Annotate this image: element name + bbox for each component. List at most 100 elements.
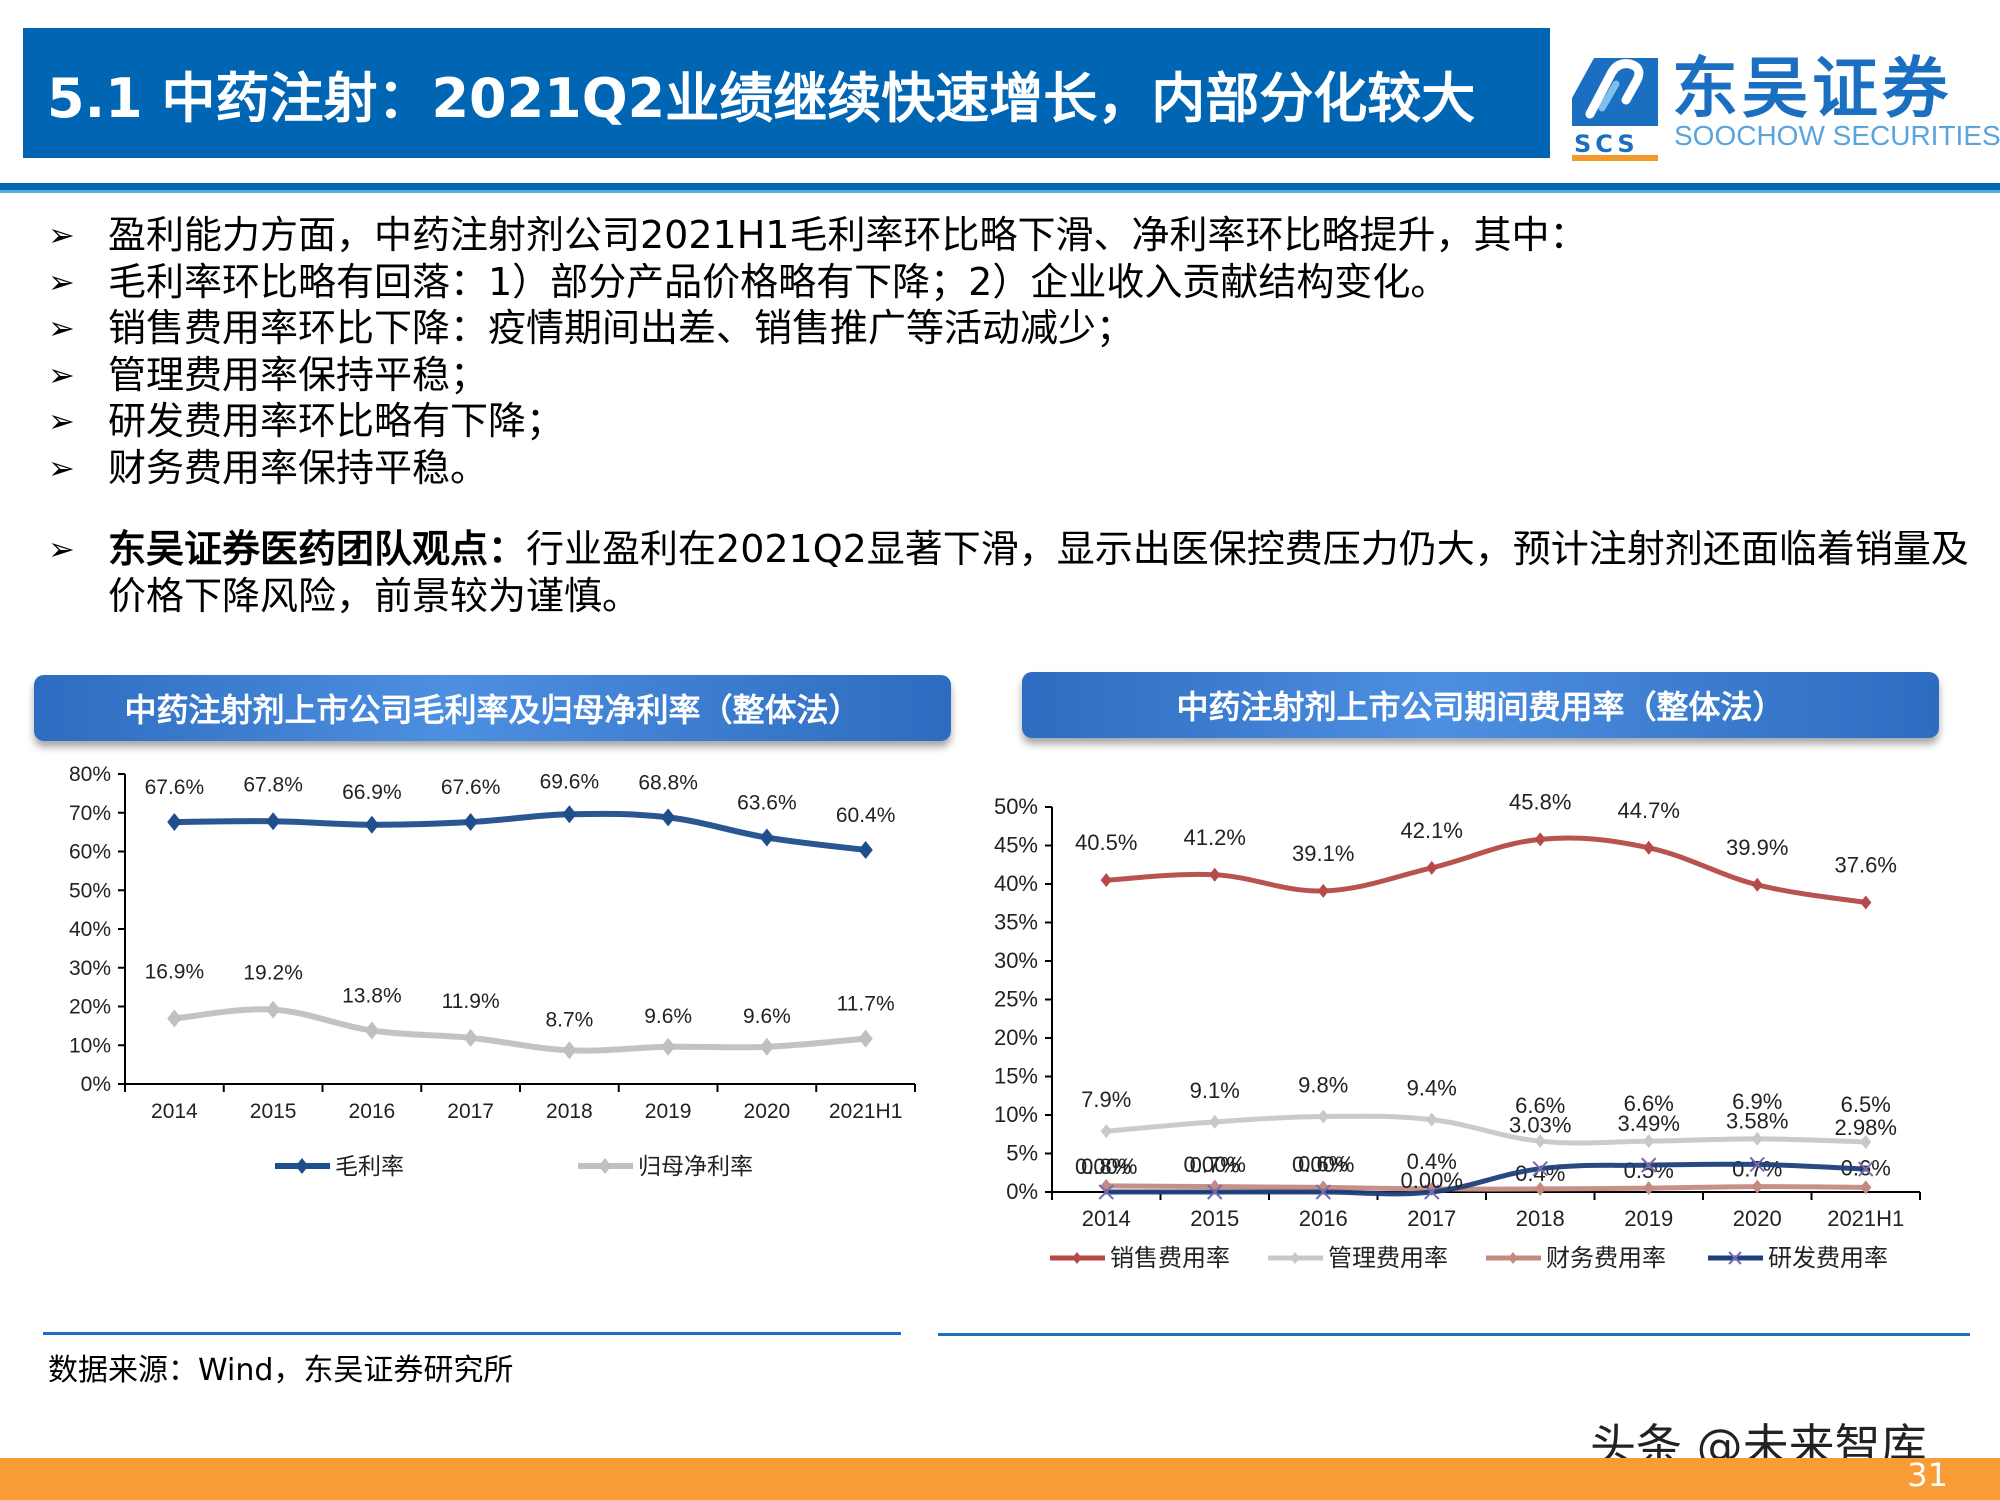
svg-text:60%: 60% xyxy=(69,841,111,864)
right-chart-header: 中药注射剂上市公司期间费用率（整体法） xyxy=(1022,672,1939,738)
svg-text:归母净利率: 归母净利率 xyxy=(638,1153,753,1179)
svg-text:2018: 2018 xyxy=(1516,1206,1565,1231)
svg-text:25%: 25% xyxy=(994,987,1038,1012)
source-divider-right xyxy=(938,1333,1970,1336)
logo-name-en: SOOCHOW SECURITIES xyxy=(1674,120,2000,151)
bullet-item: ➢ 毛利率环比略有回落：1）部分产品价格略有下降；2）企业收入贡献结构变化。 xyxy=(48,259,1978,306)
bullet-arrow-icon: ➢ xyxy=(48,448,75,487)
svg-text:11.9%: 11.9% xyxy=(442,990,500,1013)
svg-text:3.49%: 3.49% xyxy=(1618,1111,1680,1136)
bullet-arrow-icon: ➢ xyxy=(48,216,75,254)
svg-text:40.5%: 40.5% xyxy=(1075,830,1137,855)
bullet-item: ➢ 研发费用率环比略有下降； xyxy=(48,398,1978,445)
svg-text:67.8%: 67.8% xyxy=(243,773,303,796)
svg-text:2016: 2016 xyxy=(349,1100,396,1123)
svg-text:20%: 20% xyxy=(994,1025,1038,1050)
team-view-label: 东吴证券医药团队观点： xyxy=(108,527,527,571)
svg-text:2019: 2019 xyxy=(1624,1206,1673,1231)
soochow-logo: SCS 东吴证券 SOOCHOW SECURITIES xyxy=(1572,50,2000,161)
bullet-text: 销售费用率环比下降：疫情期间出差、销售推广等活动减少； xyxy=(108,306,1135,350)
svg-text:0.8%: 0.8% xyxy=(1081,1154,1131,1179)
svg-text:16.9%: 16.9% xyxy=(145,961,205,984)
svg-text:42.1%: 42.1% xyxy=(1401,818,1463,843)
left-chart-title: 中药注射剂上市公司毛利率及归母净利率（整体法） xyxy=(124,691,861,729)
svg-text:2020: 2020 xyxy=(744,1100,791,1123)
svg-text:66.9%: 66.9% xyxy=(342,781,402,804)
svg-text:9.6%: 9.6% xyxy=(743,1005,791,1028)
svg-text:2016: 2016 xyxy=(1299,1206,1348,1231)
logo-scs-text: SCS xyxy=(1574,130,1639,158)
svg-text:68.8%: 68.8% xyxy=(638,771,698,794)
data-source-note: 数据来源：Wind，东吴证券研究所 xyxy=(48,1353,514,1388)
svg-text:7.9%: 7.9% xyxy=(1081,1087,1131,1112)
svg-text:2017: 2017 xyxy=(1407,1206,1456,1231)
svg-text:0.7%: 0.7% xyxy=(1732,1157,1782,1182)
margin-line-chart: 0% 10% 20% 30% 40% 50% 60% 70% 80% 2014 2015 2016 20… xyxy=(0,750,960,1190)
svg-text:19.2%: 19.2% xyxy=(243,962,303,985)
page-number: 31 xyxy=(1907,1456,1948,1494)
expense-ratio-line-chart: 0% 5% 10% 15% 20% 25% 30% 35% 40% 45% 50% 2014 2015 2… xyxy=(960,780,2000,1280)
svg-text:0.00%: 0.00% xyxy=(1184,1152,1246,1177)
svg-text:2015: 2015 xyxy=(250,1100,297,1123)
svg-text:50%: 50% xyxy=(994,794,1038,819)
svg-text:30%: 30% xyxy=(994,948,1038,973)
svg-text:0.7%: 0.7% xyxy=(1190,1153,1240,1178)
svg-text:2017: 2017 xyxy=(447,1100,494,1123)
bullet-item: ➢ 盈利能力方面，中药注射剂公司2021H1毛利率环比略下滑、净利率环比略提升，… xyxy=(48,212,1978,259)
footer-bar xyxy=(0,1458,2000,1500)
svg-text:40%: 40% xyxy=(994,871,1038,896)
bullet-item: ➢ 财务费用率保持平稳。 xyxy=(48,445,1978,492)
svg-text:9.4%: 9.4% xyxy=(1407,1076,1457,1101)
svg-text:9.6%: 9.6% xyxy=(644,1005,692,1028)
logo-name-cn: 东吴证券 xyxy=(1672,50,1952,127)
svg-text:0.4%: 0.4% xyxy=(1407,1149,1457,1174)
svg-text:2020: 2020 xyxy=(1733,1206,1782,1231)
svg-text:15%: 15% xyxy=(994,1064,1038,1089)
bullet-arrow-icon: ➢ xyxy=(48,262,75,301)
svg-text:2014: 2014 xyxy=(151,1100,198,1123)
right-chart-title: 中药注射剂上市公司期间费用率（整体法） xyxy=(1176,688,1785,726)
svg-text:财务费用率: 财务费用率 xyxy=(1546,1245,1666,1272)
svg-text:10%: 10% xyxy=(69,1034,111,1057)
svg-text:8.7%: 8.7% xyxy=(545,1008,593,1031)
team-view: ➢ 东吴证券医药团队观点：行业盈利在2021Q2显著下滑，显示出医保控费压力仍大… xyxy=(48,526,1978,619)
svg-text:0.00%: 0.00% xyxy=(1292,1152,1354,1177)
svg-text:0.6%: 0.6% xyxy=(1298,1151,1348,1176)
svg-text:2021H1: 2021H1 xyxy=(1827,1206,1904,1231)
svg-text:6.6%: 6.6% xyxy=(1624,1091,1674,1116)
svg-text:11.7%: 11.7% xyxy=(837,993,895,1016)
bullet-text: 管理费用率保持平稳； xyxy=(108,352,489,397)
svg-text:41.2%: 41.2% xyxy=(1184,825,1246,850)
svg-text:研发费用率: 研发费用率 xyxy=(1768,1245,1888,1272)
svg-text:69.6%: 69.6% xyxy=(540,770,600,793)
svg-text:2019: 2019 xyxy=(645,1100,692,1123)
svg-text:44.7%: 44.7% xyxy=(1618,798,1680,823)
svg-text:6.9%: 6.9% xyxy=(1732,1089,1782,1114)
svg-text:5%: 5% xyxy=(1006,1141,1038,1166)
source-divider-left xyxy=(43,1332,901,1335)
svg-text:35%: 35% xyxy=(994,910,1038,935)
bullet-text: 财务费用率保持平稳。 xyxy=(108,445,489,490)
bullet-text: 研发费用率环比略有下降； xyxy=(108,399,565,443)
svg-text:0.00%: 0.00% xyxy=(1401,1168,1463,1193)
svg-text:2014: 2014 xyxy=(1082,1206,1131,1231)
svg-text:毛利率: 毛利率 xyxy=(335,1153,404,1179)
header-divider xyxy=(0,183,2000,193)
svg-text:2015: 2015 xyxy=(1190,1206,1239,1231)
svg-text:67.6%: 67.6% xyxy=(441,776,501,799)
bullet-text: 毛利率环比略有回落：1）部分产品价格略有下降；2）企业收入贡献结构变化。 xyxy=(108,259,1449,304)
svg-text:45.8%: 45.8% xyxy=(1509,789,1571,814)
team-view-text: 行业盈利在2021Q2显著下滑，显示出医保控费压力仍大，预计注射剂还面临着销量及… xyxy=(108,527,1969,618)
svg-text:3.58%: 3.58% xyxy=(1726,1108,1788,1133)
svg-text:50%: 50% xyxy=(69,879,111,902)
svg-text:0%: 0% xyxy=(1006,1179,1038,1204)
bullet-arrow-icon: ➢ xyxy=(48,355,75,394)
scs-logo-mark-icon xyxy=(1572,58,1658,126)
svg-text:70%: 70% xyxy=(69,802,111,825)
svg-text:37.6%: 37.6% xyxy=(1835,852,1897,877)
svg-text:60.4%: 60.4% xyxy=(836,804,896,827)
svg-text:2018: 2018 xyxy=(546,1100,593,1123)
bullet-text: 盈利能力方面，中药注射剂公司2021H1毛利率环比略下滑、净利率环比略提升，其中… xyxy=(108,213,1588,257)
svg-text:3.03%: 3.03% xyxy=(1509,1113,1571,1138)
svg-text:39.1%: 39.1% xyxy=(1292,841,1354,866)
